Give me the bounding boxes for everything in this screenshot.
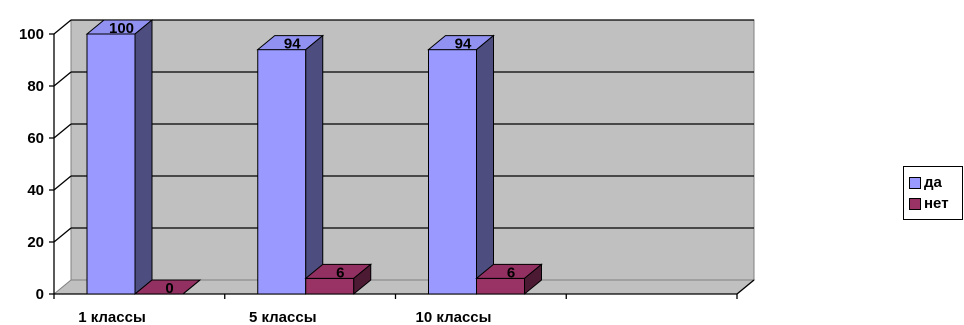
legend-item-1: нет (909, 193, 962, 214)
legend-swatch-1 (909, 197, 921, 210)
bar-side-0-2 (476, 34, 494, 296)
y-tick-label-1: 20 (27, 234, 44, 251)
gridline-side-3 (53, 123, 72, 139)
legend-label-0: да (924, 174, 942, 191)
data-label-0-1: 94 (284, 36, 301, 53)
y-tick-label-0: 0 (36, 286, 44, 303)
bar-side-1-1 (353, 263, 372, 296)
x-category-label-0: 1 классы (78, 309, 146, 325)
bar-side-0-0 (134, 18, 153, 296)
bar-1-1 (305, 277, 355, 295)
data-label-1-1: 6 (336, 264, 344, 281)
x-category-label-2: 10 классы (416, 309, 492, 325)
gridline-side-1 (53, 227, 72, 243)
legend-label-1: нет (924, 195, 949, 212)
data-label-1-0: 0 (165, 280, 173, 297)
x-category-label-1: 5 классы (249, 309, 317, 325)
bar-side-0-1 (305, 34, 324, 296)
bar-1-2 (476, 277, 525, 295)
data-label-0-2: 94 (455, 36, 472, 53)
bar-0-2 (428, 49, 477, 295)
bar-0-1 (257, 49, 307, 295)
gridline-side-2 (53, 175, 72, 191)
gridline-side-4 (53, 71, 72, 87)
bar-side-1-2 (524, 263, 542, 296)
legend-swatch-0 (909, 176, 921, 189)
gridline-side-5 (53, 19, 72, 35)
data-label-0-0: 100 (109, 20, 134, 37)
bar-0-0 (86, 33, 136, 295)
data-label-1-2: 6 (507, 264, 515, 281)
legend: да нет (903, 166, 963, 220)
y-tick-label-4: 80 (27, 78, 44, 95)
back-wall (70, 19, 755, 281)
bar-side-1-0 (182, 279, 201, 295)
y-tick-label-2: 40 (27, 182, 44, 199)
legend-item-0: да (909, 172, 962, 193)
y-tick-label-3: 60 (27, 130, 44, 147)
x-axis-depth (736, 279, 755, 295)
y-tick-label-5: 100 (19, 26, 44, 43)
